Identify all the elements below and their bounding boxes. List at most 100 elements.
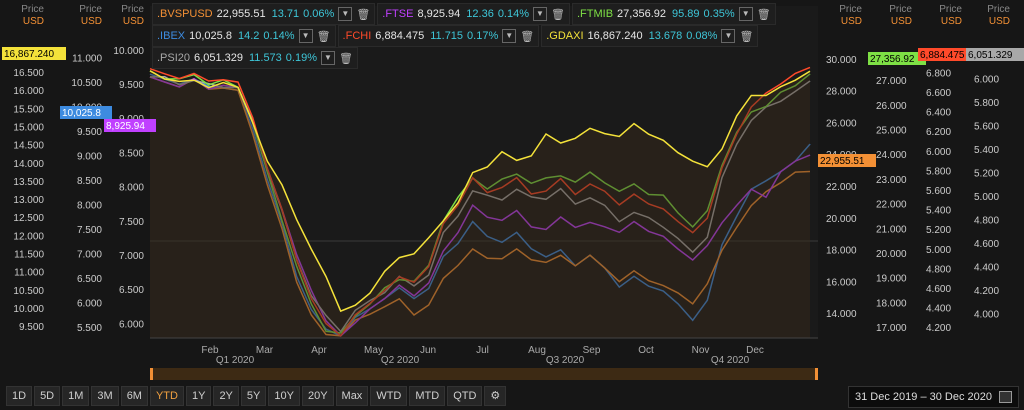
x-tick-label: Oct xyxy=(638,345,654,356)
period-button-wtd[interactable]: WTD xyxy=(370,386,408,406)
axis-tick-label: 19.000 xyxy=(876,274,907,285)
period-button-max[interactable]: Max xyxy=(335,386,369,406)
legend-percent: 0.08% xyxy=(686,30,718,42)
legend-item-fchi[interactable]: .FCHI 6,884.475 11.715 0.17% ▼ 🗑 xyxy=(337,25,540,47)
axis-tick-label: 20.000 xyxy=(826,214,857,225)
axis-tick-label: 14.500 xyxy=(13,141,44,152)
period-button-ytd[interactable]: YTD xyxy=(149,386,184,406)
axis-tick-label: 28.000 xyxy=(826,87,857,98)
legend-symbol: .FTSE xyxy=(382,8,414,20)
period-button-1d[interactable]: 1D xyxy=(6,386,33,406)
axis-tick-label: 18.000 xyxy=(826,246,857,257)
trash-icon[interactable]: 🗑 xyxy=(756,8,771,21)
axis-tick-label: 16.000 xyxy=(13,86,44,97)
trash-icon[interactable]: 🗑 xyxy=(520,30,535,43)
axis-tick-label: 15.500 xyxy=(13,104,44,115)
chevron-down-icon[interactable]: ▼ xyxy=(321,51,335,65)
axis-tick-label: 11.500 xyxy=(14,250,44,261)
x-quarter-label: Q2 2020 xyxy=(381,355,420,366)
legend-change: 11.573 xyxy=(248,52,282,64)
period-button-mtd[interactable]: MTD xyxy=(409,386,446,406)
axis-tick-label: 5.000 xyxy=(926,245,951,256)
legend-item-ftmib[interactable]: .FTMIB 27,356.92 95.89 0.35% ▼ 🗑 xyxy=(571,3,776,25)
period-button-3m[interactable]: 3M xyxy=(91,386,119,406)
axis-header-price: Price xyxy=(839,4,862,15)
axis-tick-label: 5.200 xyxy=(974,168,999,179)
period-button-qtd[interactable]: QTD xyxy=(447,386,483,406)
legend-item-ibex[interactable]: .IBEX 10,025.8 14.2 0.14% ▼ 🗑 xyxy=(152,25,336,47)
legend-item-ftse[interactable]: .FTSE 8,925.94 12.36 0.14% ▼ 🗑 xyxy=(377,3,570,25)
legend-item-gdaxi[interactable]: .GDAXI 16,867.240 13.678 0.08% ▼ 🗑 xyxy=(541,25,759,47)
price-tag-label: 6,884.475 xyxy=(920,50,965,61)
axis-tick-label: 6.200 xyxy=(926,127,951,138)
range-navigator xyxy=(150,368,818,380)
axis-tick-label: 5.600 xyxy=(926,186,951,197)
calendar-icon[interactable] xyxy=(999,391,1013,404)
period-button-1m[interactable]: 1M xyxy=(62,386,90,406)
range-handle-left xyxy=(150,368,153,380)
legend-value: 6,884.475 xyxy=(375,30,425,42)
chevron-down-icon[interactable]: ▼ xyxy=(502,29,517,43)
axis-tick-label: 22.000 xyxy=(826,182,857,193)
x-tick-label: Nov xyxy=(692,345,710,356)
trash-icon[interactable]: 🗑 xyxy=(316,30,331,43)
axis-header-currency: USD xyxy=(841,16,862,27)
chevron-down-icon[interactable]: ▼ xyxy=(298,29,313,43)
price-tag xyxy=(966,48,1024,61)
axis-tick-label: 8.500 xyxy=(77,176,102,187)
axis-header-currency: USD xyxy=(23,16,44,27)
axis-tick-label: 30.000 xyxy=(826,55,857,66)
trash-icon[interactable]: 🗑 xyxy=(551,8,565,21)
period-button-5y[interactable]: 5Y xyxy=(240,386,267,406)
period-button-2y[interactable]: 2Y xyxy=(213,386,239,406)
x-tick-label: Aug xyxy=(528,345,546,356)
chevron-down-icon[interactable]: ▼ xyxy=(738,7,753,21)
price-tag-label: 6,051.329 xyxy=(968,50,1013,61)
legend-change: 12.36 xyxy=(466,8,494,20)
axis-tick-label: 6.500 xyxy=(119,285,144,296)
price-tag-label: 27,356.92 xyxy=(870,54,915,65)
axis-tick-label: 6.000 xyxy=(119,319,144,330)
legend-value: 6,051.329 xyxy=(194,52,243,64)
legend-percent: 0.19% xyxy=(285,52,317,64)
legend-symbol: .FCHI xyxy=(342,30,372,42)
trash-icon[interactable]: 🗑 xyxy=(356,8,371,21)
legend-change: 11.715 xyxy=(430,30,464,42)
period-button-20y[interactable]: 20Y xyxy=(301,386,334,406)
date-range-picker[interactable]: 31 Dec 2019 – 30 Dec 2020 xyxy=(848,386,1020,408)
legend-row-3: .PSI20 6,051.329 11.573 0.19% ▼ 🗑 xyxy=(152,47,778,69)
axis-tick-label: 8.500 xyxy=(119,148,144,159)
axis-tick-label: 15.000 xyxy=(13,122,44,133)
gear-icon[interactable]: ⚙ xyxy=(484,386,507,406)
price-tag xyxy=(104,119,156,132)
trash-icon[interactable]: 🗑 xyxy=(339,52,353,65)
x-tick-label: Jul xyxy=(476,345,489,356)
axis-tick-label: 4.800 xyxy=(926,264,951,275)
period-button-5d[interactable]: 5D xyxy=(34,386,61,406)
axis-tick-label: 18.000 xyxy=(876,298,907,309)
legend-item-psi20[interactable]: .PSI20 6,051.329 11.573 0.19% ▼ 🗑 xyxy=(152,47,358,69)
axis-header-currency: USD xyxy=(941,16,962,27)
axis-tick-label: 13.500 xyxy=(13,177,44,188)
price-tag-label: 22,955.51 xyxy=(820,156,865,167)
axis-tick-label: 6.500 xyxy=(77,274,102,285)
legend: .BVSPUSD 22,955.51 13.71 0.06% ▼ 🗑 .FTSE 8,925.… xyxy=(152,3,778,69)
legend-symbol: .PSI20 xyxy=(157,52,191,64)
period-button-1y[interactable]: 1Y xyxy=(185,386,212,406)
series-line-ibex xyxy=(149,73,811,337)
chevron-down-icon[interactable]: ▼ xyxy=(721,29,736,43)
chevron-down-icon[interactable]: ▼ xyxy=(533,7,548,21)
axis-tick-label: 20.000 xyxy=(876,249,907,260)
axis-tick-label: 4.200 xyxy=(974,286,999,297)
period-button-10y[interactable]: 10Y xyxy=(268,386,300,406)
legend-item-bvspusd[interactable]: .BVSPUSD 22,955.51 13.71 0.06% ▼ 🗑 xyxy=(152,3,376,25)
chevron-down-icon[interactable]: ▼ xyxy=(338,7,353,21)
axis-tick-label: 11.000 xyxy=(72,54,102,65)
trash-icon[interactable]: 🗑 xyxy=(739,30,754,43)
period-button-6m[interactable]: 6M xyxy=(120,386,148,406)
axis-tick-label: 27.000 xyxy=(876,76,907,87)
axis-tick-label: 9.500 xyxy=(19,322,44,333)
legend-value: 27,356.92 xyxy=(617,8,666,20)
axis-tick-label: 7.000 xyxy=(119,251,144,262)
